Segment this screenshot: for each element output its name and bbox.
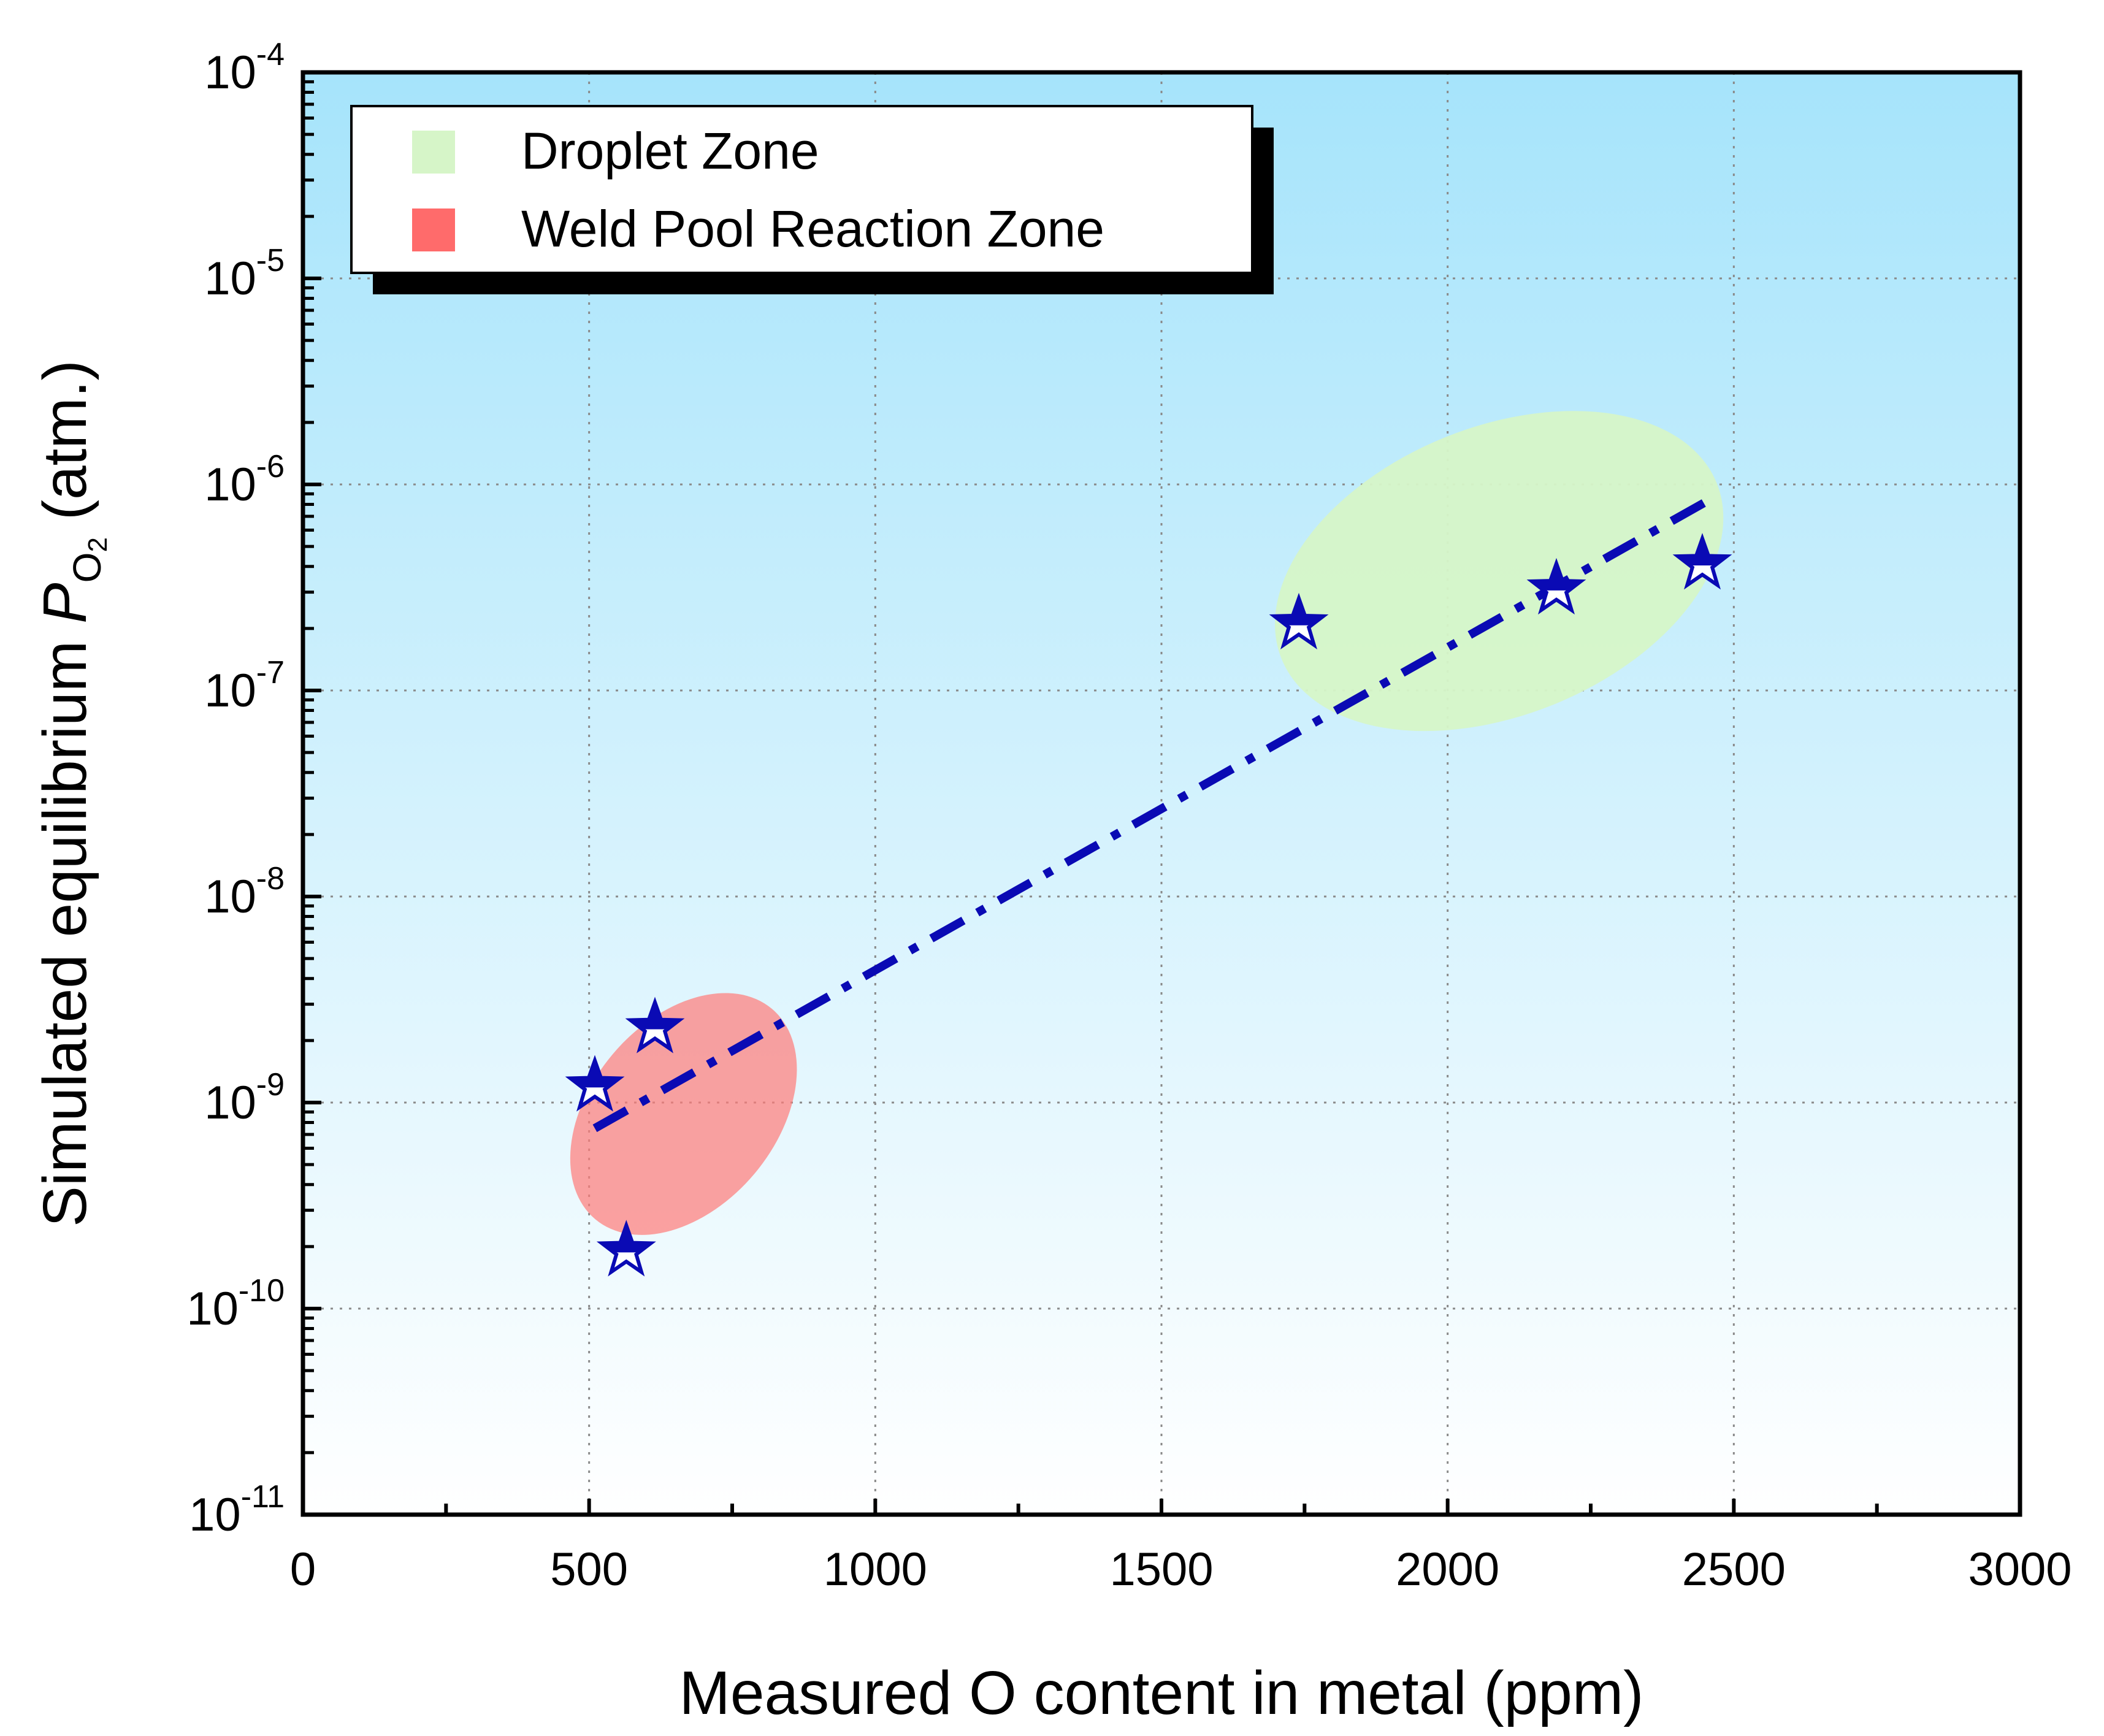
data-point-fill xyxy=(1274,598,1323,625)
x-tick-label: 1000 xyxy=(824,1543,927,1596)
legend-label-droplet-zone: Droplet Zone xyxy=(521,122,819,180)
x-tick-label: 0 xyxy=(290,1543,316,1596)
legend: Droplet Zone Weld Pool Reaction Zone xyxy=(350,105,1274,294)
data-point xyxy=(596,1220,656,1277)
y-tick-label: 10-6 xyxy=(204,449,285,511)
x-tick-label: 1500 xyxy=(1109,1543,1213,1596)
y-tick-label: 10-4 xyxy=(204,37,285,99)
y-tick-label: 10-10 xyxy=(186,1273,285,1335)
data-point xyxy=(1672,533,1732,590)
y-tick-label: 10-8 xyxy=(204,861,285,923)
y-tick-label: 10-7 xyxy=(204,655,285,717)
legend-label-weld-pool-reaction-zone: Weld Pool Reaction Zone xyxy=(521,200,1104,258)
data-point xyxy=(1526,557,1586,615)
data-point-fill xyxy=(1678,538,1727,566)
data-point-fill xyxy=(630,1002,679,1030)
data-point xyxy=(625,996,685,1053)
y-tick-label: 10-9 xyxy=(204,1067,285,1129)
data-point-fill xyxy=(1532,563,1581,591)
fit-line xyxy=(592,498,1708,1133)
data-point xyxy=(565,1055,625,1112)
y-tick-label: 10-11 xyxy=(189,1479,285,1541)
fit-line-layer xyxy=(592,498,1708,1133)
markers xyxy=(565,533,1732,1277)
x-tick-label: 2500 xyxy=(1682,1543,1786,1596)
y-tick-labels: 10-11 10-10 10-9 10-8 10-7 10-6 10-5 10-4 xyxy=(186,37,285,1541)
legend-swatch-droplet-zone xyxy=(412,131,455,174)
x-tick-label: 500 xyxy=(550,1543,628,1596)
data-point-fill xyxy=(570,1060,619,1088)
legend-box xyxy=(350,105,1253,274)
y-tick-label: 10-5 xyxy=(204,243,285,305)
x-axis-title: Measured O content in metal (ppm) xyxy=(679,1659,1644,1727)
legend-swatch-weld-pool-reaction-zone xyxy=(412,208,455,251)
zone-droplet xyxy=(1275,411,1724,732)
zone-weld-pool xyxy=(570,993,797,1235)
x-tick-label: 3000 xyxy=(1968,1543,2071,1596)
axis-ticks xyxy=(301,71,2022,1516)
data-point xyxy=(1269,592,1329,649)
y-axis-title: Simulated equilibrium PO2 (atm.) xyxy=(31,360,113,1227)
data-point-fill xyxy=(602,1225,651,1253)
x-tick-labels: 0 500 1000 1500 2000 2500 3000 xyxy=(290,1543,2072,1596)
x-tick-label: 2000 xyxy=(1396,1543,1499,1596)
zones xyxy=(570,411,1724,1235)
